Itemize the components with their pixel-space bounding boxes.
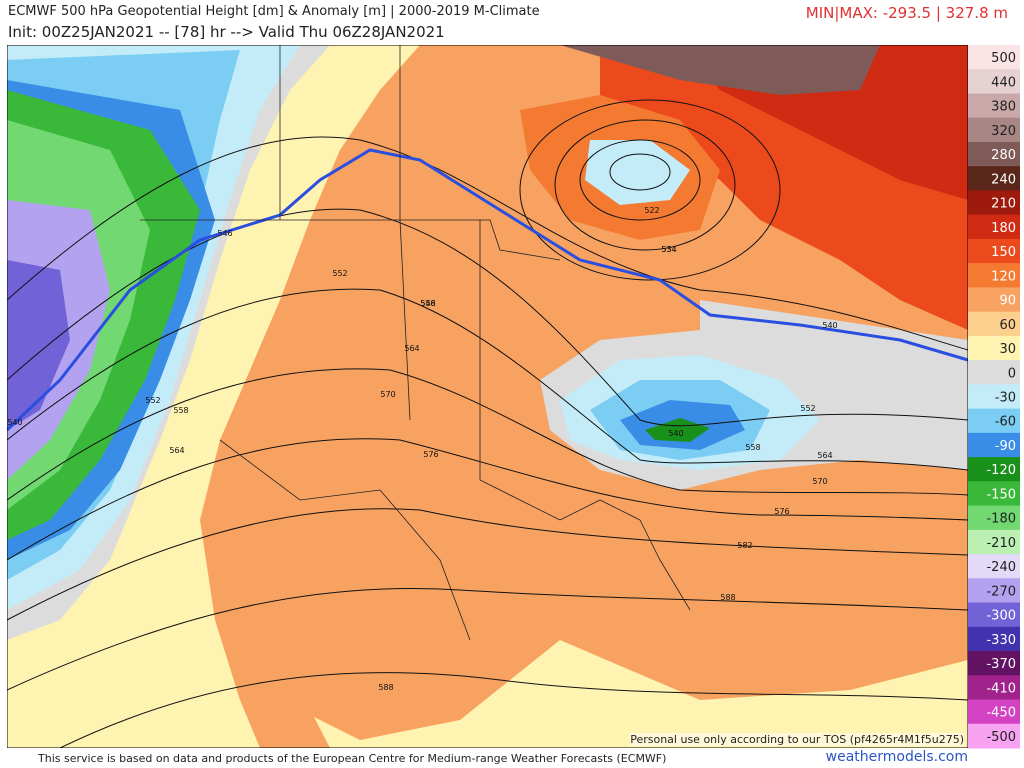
contour-540 bbox=[7, 148, 968, 432]
colorbar-label: -180 bbox=[986, 512, 1016, 527]
colorbar-label: -30 bbox=[995, 391, 1016, 406]
colorbar: 500 440 380 320 280 240 210 180 150 120 90 60 30 0 -30… bbox=[968, 45, 1020, 749]
colorbar-label: 180 bbox=[991, 221, 1016, 236]
colorbar-cell bbox=[968, 408, 1020, 434]
colorbar-cell bbox=[968, 602, 1020, 628]
contour-label: 546 bbox=[217, 229, 232, 238]
colorbar-cell bbox=[968, 505, 1020, 531]
min-max: MIN|MAX: -293.5 | 327.8 m bbox=[805, 4, 1008, 22]
colorbar-label: -240 bbox=[986, 560, 1016, 575]
colorbar-cell bbox=[968, 263, 1020, 288]
contour-label: 552 bbox=[800, 404, 815, 413]
contour-label: 582 bbox=[737, 541, 752, 550]
colorbar-label: 440 bbox=[991, 75, 1016, 90]
contour-label: 564 bbox=[817, 451, 832, 460]
colorbar-cell bbox=[968, 190, 1020, 216]
colorbar-cell bbox=[968, 287, 1020, 313]
colorbar-cell bbox=[968, 651, 1020, 676]
colorbar-label: 150 bbox=[991, 245, 1016, 260]
colorbar-label: -210 bbox=[986, 536, 1016, 551]
colorbar-cell bbox=[968, 432, 1020, 458]
contour-label: 558 bbox=[745, 443, 760, 452]
contour-label: 534 bbox=[661, 245, 676, 254]
colorbar-cell bbox=[968, 360, 1020, 385]
contour-label: 552 bbox=[145, 396, 160, 405]
init-line: Init: 00Z25JAN2021 -- [78] hr --> Valid … bbox=[8, 23, 445, 41]
colorbar-label: 320 bbox=[991, 124, 1016, 139]
colorbar-cell bbox=[968, 93, 1020, 119]
colorbar-cell bbox=[968, 699, 1020, 725]
colorbar-cell bbox=[968, 214, 1020, 240]
contour-label: 540 bbox=[668, 429, 683, 438]
colorbar-label: -450 bbox=[986, 706, 1016, 721]
colorbar-label: 0 bbox=[1008, 366, 1016, 381]
contour-label: 564 bbox=[404, 344, 419, 353]
colorbar-cell bbox=[968, 481, 1020, 507]
contours bbox=[7, 99, 968, 748]
colorbar-cell bbox=[968, 675, 1020, 701]
contour-label: 576 bbox=[774, 507, 789, 516]
colorbar-cell bbox=[968, 626, 1020, 652]
colorbar-label: -270 bbox=[986, 584, 1016, 599]
colorbar-cell bbox=[968, 529, 1020, 555]
contour-label: 564 bbox=[169, 446, 184, 455]
colorbar-label: -330 bbox=[986, 633, 1016, 648]
colorbar-label: -370 bbox=[986, 657, 1016, 672]
colorbar-label: 380 bbox=[991, 100, 1016, 115]
colorbar-cell bbox=[968, 69, 1020, 94]
colorbar-label: 210 bbox=[991, 197, 1016, 212]
colorbar-cell bbox=[968, 723, 1020, 749]
contour-label: 570 bbox=[812, 477, 827, 486]
colorbar-label: -500 bbox=[986, 730, 1016, 745]
anomaly-fill bbox=[7, 45, 968, 748]
colorbar-cell bbox=[968, 141, 1020, 167]
colorbar-cell bbox=[968, 335, 1020, 361]
colorbar-cell bbox=[968, 384, 1020, 410]
contour-label: 534 bbox=[661, 245, 676, 254]
colorbar-label: -120 bbox=[986, 463, 1016, 478]
footer-notice: This service is based on data and produc… bbox=[38, 752, 667, 765]
colorbar-cell bbox=[968, 578, 1020, 604]
colorbar-cell bbox=[968, 311, 1020, 337]
colorbar-label: -150 bbox=[986, 487, 1016, 502]
contour-label: 540 bbox=[7, 418, 22, 427]
colorbar-label: -60 bbox=[995, 415, 1016, 430]
contour-label: 588 bbox=[378, 683, 393, 692]
colorbar-label: -410 bbox=[986, 681, 1016, 696]
colorbar-cell bbox=[968, 45, 1020, 70]
colorbar-label: -300 bbox=[986, 609, 1016, 624]
colorbar-label: 500 bbox=[991, 51, 1016, 66]
colorbar-label: 60 bbox=[999, 318, 1016, 333]
tos-note: Personal use only according to our TOS (… bbox=[630, 733, 964, 746]
contour-label: 540 bbox=[822, 321, 837, 330]
colorbar-label: 90 bbox=[999, 294, 1016, 309]
colorbar-cell bbox=[968, 117, 1020, 143]
contour-label: 558 bbox=[420, 299, 435, 308]
title: ECMWF 500 hPa Geopotential Height [dm] &… bbox=[8, 4, 540, 19]
contour-label: 588 bbox=[720, 593, 735, 602]
borders bbox=[7, 45, 968, 748]
contour-label: 522 bbox=[644, 206, 659, 215]
colorbar-cell bbox=[968, 554, 1020, 579]
contour-label: 576 bbox=[423, 450, 438, 459]
contour-labels: 522 534 546 552 558 564 570 576 582 588 546 552 558 5… bbox=[7, 206, 837, 692]
colorbar-cell bbox=[968, 457, 1020, 482]
site-link[interactable]: weathermodels.com bbox=[825, 749, 968, 765]
contour-label: 546 bbox=[420, 299, 435, 308]
contour-label: 558 bbox=[173, 406, 188, 415]
colorbar-label: 280 bbox=[991, 148, 1016, 163]
colorbar-label: 120 bbox=[991, 269, 1016, 284]
colorbar-cell bbox=[968, 166, 1020, 191]
colorbar-label: 30 bbox=[999, 342, 1016, 357]
colorbar-label: 240 bbox=[991, 172, 1016, 187]
colorbar-label: -90 bbox=[995, 439, 1016, 454]
contour-label: 552 bbox=[332, 269, 347, 278]
contour-label: 570 bbox=[380, 390, 395, 399]
colorbar-cell bbox=[968, 238, 1020, 264]
